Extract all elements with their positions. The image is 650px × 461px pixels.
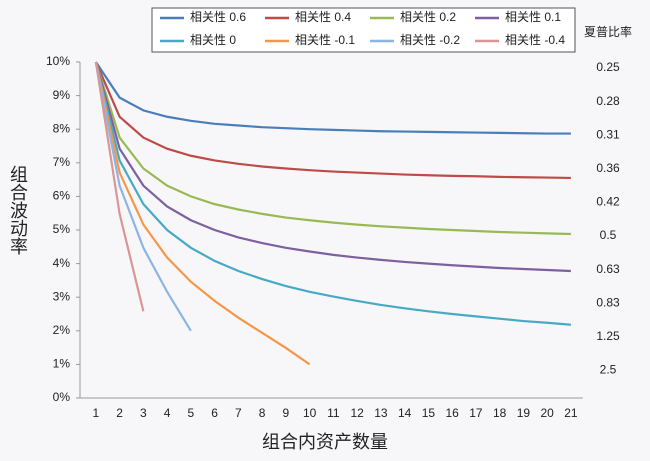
y2-axis-label: 夏普比率 xyxy=(584,24,632,39)
y-tick-label: 8% xyxy=(53,121,71,135)
x-tick-label: 5 xyxy=(188,406,195,420)
y2-tick-label: 0.36 xyxy=(596,161,620,175)
series-line xyxy=(94,61,145,312)
y2-tick-label: 1.25 xyxy=(596,329,620,343)
legend-label: 相关性 0.6 xyxy=(190,10,246,24)
x-tick-label: 18 xyxy=(493,406,507,420)
y-tick-label: 3% xyxy=(53,289,71,303)
series-line xyxy=(94,61,571,236)
series-line xyxy=(94,61,571,135)
legend-label: 相关性 0.2 xyxy=(400,10,456,24)
x-tick-label: 11 xyxy=(327,406,340,420)
x-tick-label: 19 xyxy=(517,406,531,420)
series-line xyxy=(94,61,311,366)
legend-box xyxy=(151,7,576,53)
x-tick-label: 17 xyxy=(469,406,483,420)
y2-tick-label: 2.5 xyxy=(600,363,617,377)
y2-tick-label: 0.31 xyxy=(596,127,620,141)
x-tick-label: 13 xyxy=(374,406,388,420)
y-tick-label: 9% xyxy=(53,88,71,102)
y-tick-label: 4% xyxy=(53,256,71,270)
x-tick-label: 21 xyxy=(564,406,578,420)
y-tick-label: 0% xyxy=(53,390,71,404)
y-tick-label: 7% xyxy=(53,155,71,169)
y2-tick-label: 0.5 xyxy=(600,228,617,242)
y-tick-label: 5% xyxy=(53,222,71,236)
y2-tick-label: 0.83 xyxy=(596,295,620,309)
x-tick-label: 7 xyxy=(235,406,242,420)
y-axis-label: 组合波动率 xyxy=(8,165,28,255)
x-tick-label: 15 xyxy=(422,406,436,420)
y-tick-label: 2% xyxy=(53,323,71,337)
x-tick-label: 10 xyxy=(303,406,317,420)
x-tick-label: 3 xyxy=(140,406,147,420)
y-tick-label: 6% xyxy=(53,189,71,203)
x-tick-label: 9 xyxy=(283,406,290,420)
x-tick-label: 14 xyxy=(398,406,412,420)
y-tick-label: 1% xyxy=(53,357,71,371)
legend-label: 相关性 -0.4 xyxy=(505,33,565,47)
series-line xyxy=(94,61,571,326)
y2-tick-label: 0.63 xyxy=(596,262,620,276)
x-tick-label: 8 xyxy=(259,406,266,420)
series-line xyxy=(94,61,571,273)
x-tick-label: 1 xyxy=(93,406,100,420)
y2-tick-label: 0.28 xyxy=(596,94,620,108)
y2-tick-label: 0.42 xyxy=(596,195,620,209)
x-axis-label: 组合内资产数量 xyxy=(262,432,388,452)
legend-label: 相关性 0.4 xyxy=(295,10,351,24)
legend-label: 相关性 0.1 xyxy=(505,10,561,24)
x-tick-label: 2 xyxy=(116,406,123,420)
x-tick-label: 20 xyxy=(540,406,554,420)
legend-label: 相关性 -0.2 xyxy=(400,33,460,47)
x-tick-label: 6 xyxy=(211,406,218,420)
legend-label: 相关性 -0.1 xyxy=(295,33,355,47)
legend-label: 相关性 0 xyxy=(190,33,236,47)
x-tick-label: 12 xyxy=(350,406,364,420)
y2-tick-label: 0.25 xyxy=(596,60,620,74)
series-line xyxy=(94,61,571,180)
x-tick-label: 4 xyxy=(164,406,171,420)
y-tick-label: 10% xyxy=(46,54,70,68)
series-line xyxy=(94,61,192,332)
x-tick-label: 16 xyxy=(445,406,459,420)
